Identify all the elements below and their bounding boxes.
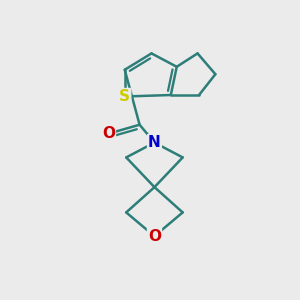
Text: S: S: [119, 89, 130, 104]
Text: O: O: [148, 229, 161, 244]
Text: N: N: [148, 135, 161, 150]
Text: O: O: [102, 126, 115, 141]
